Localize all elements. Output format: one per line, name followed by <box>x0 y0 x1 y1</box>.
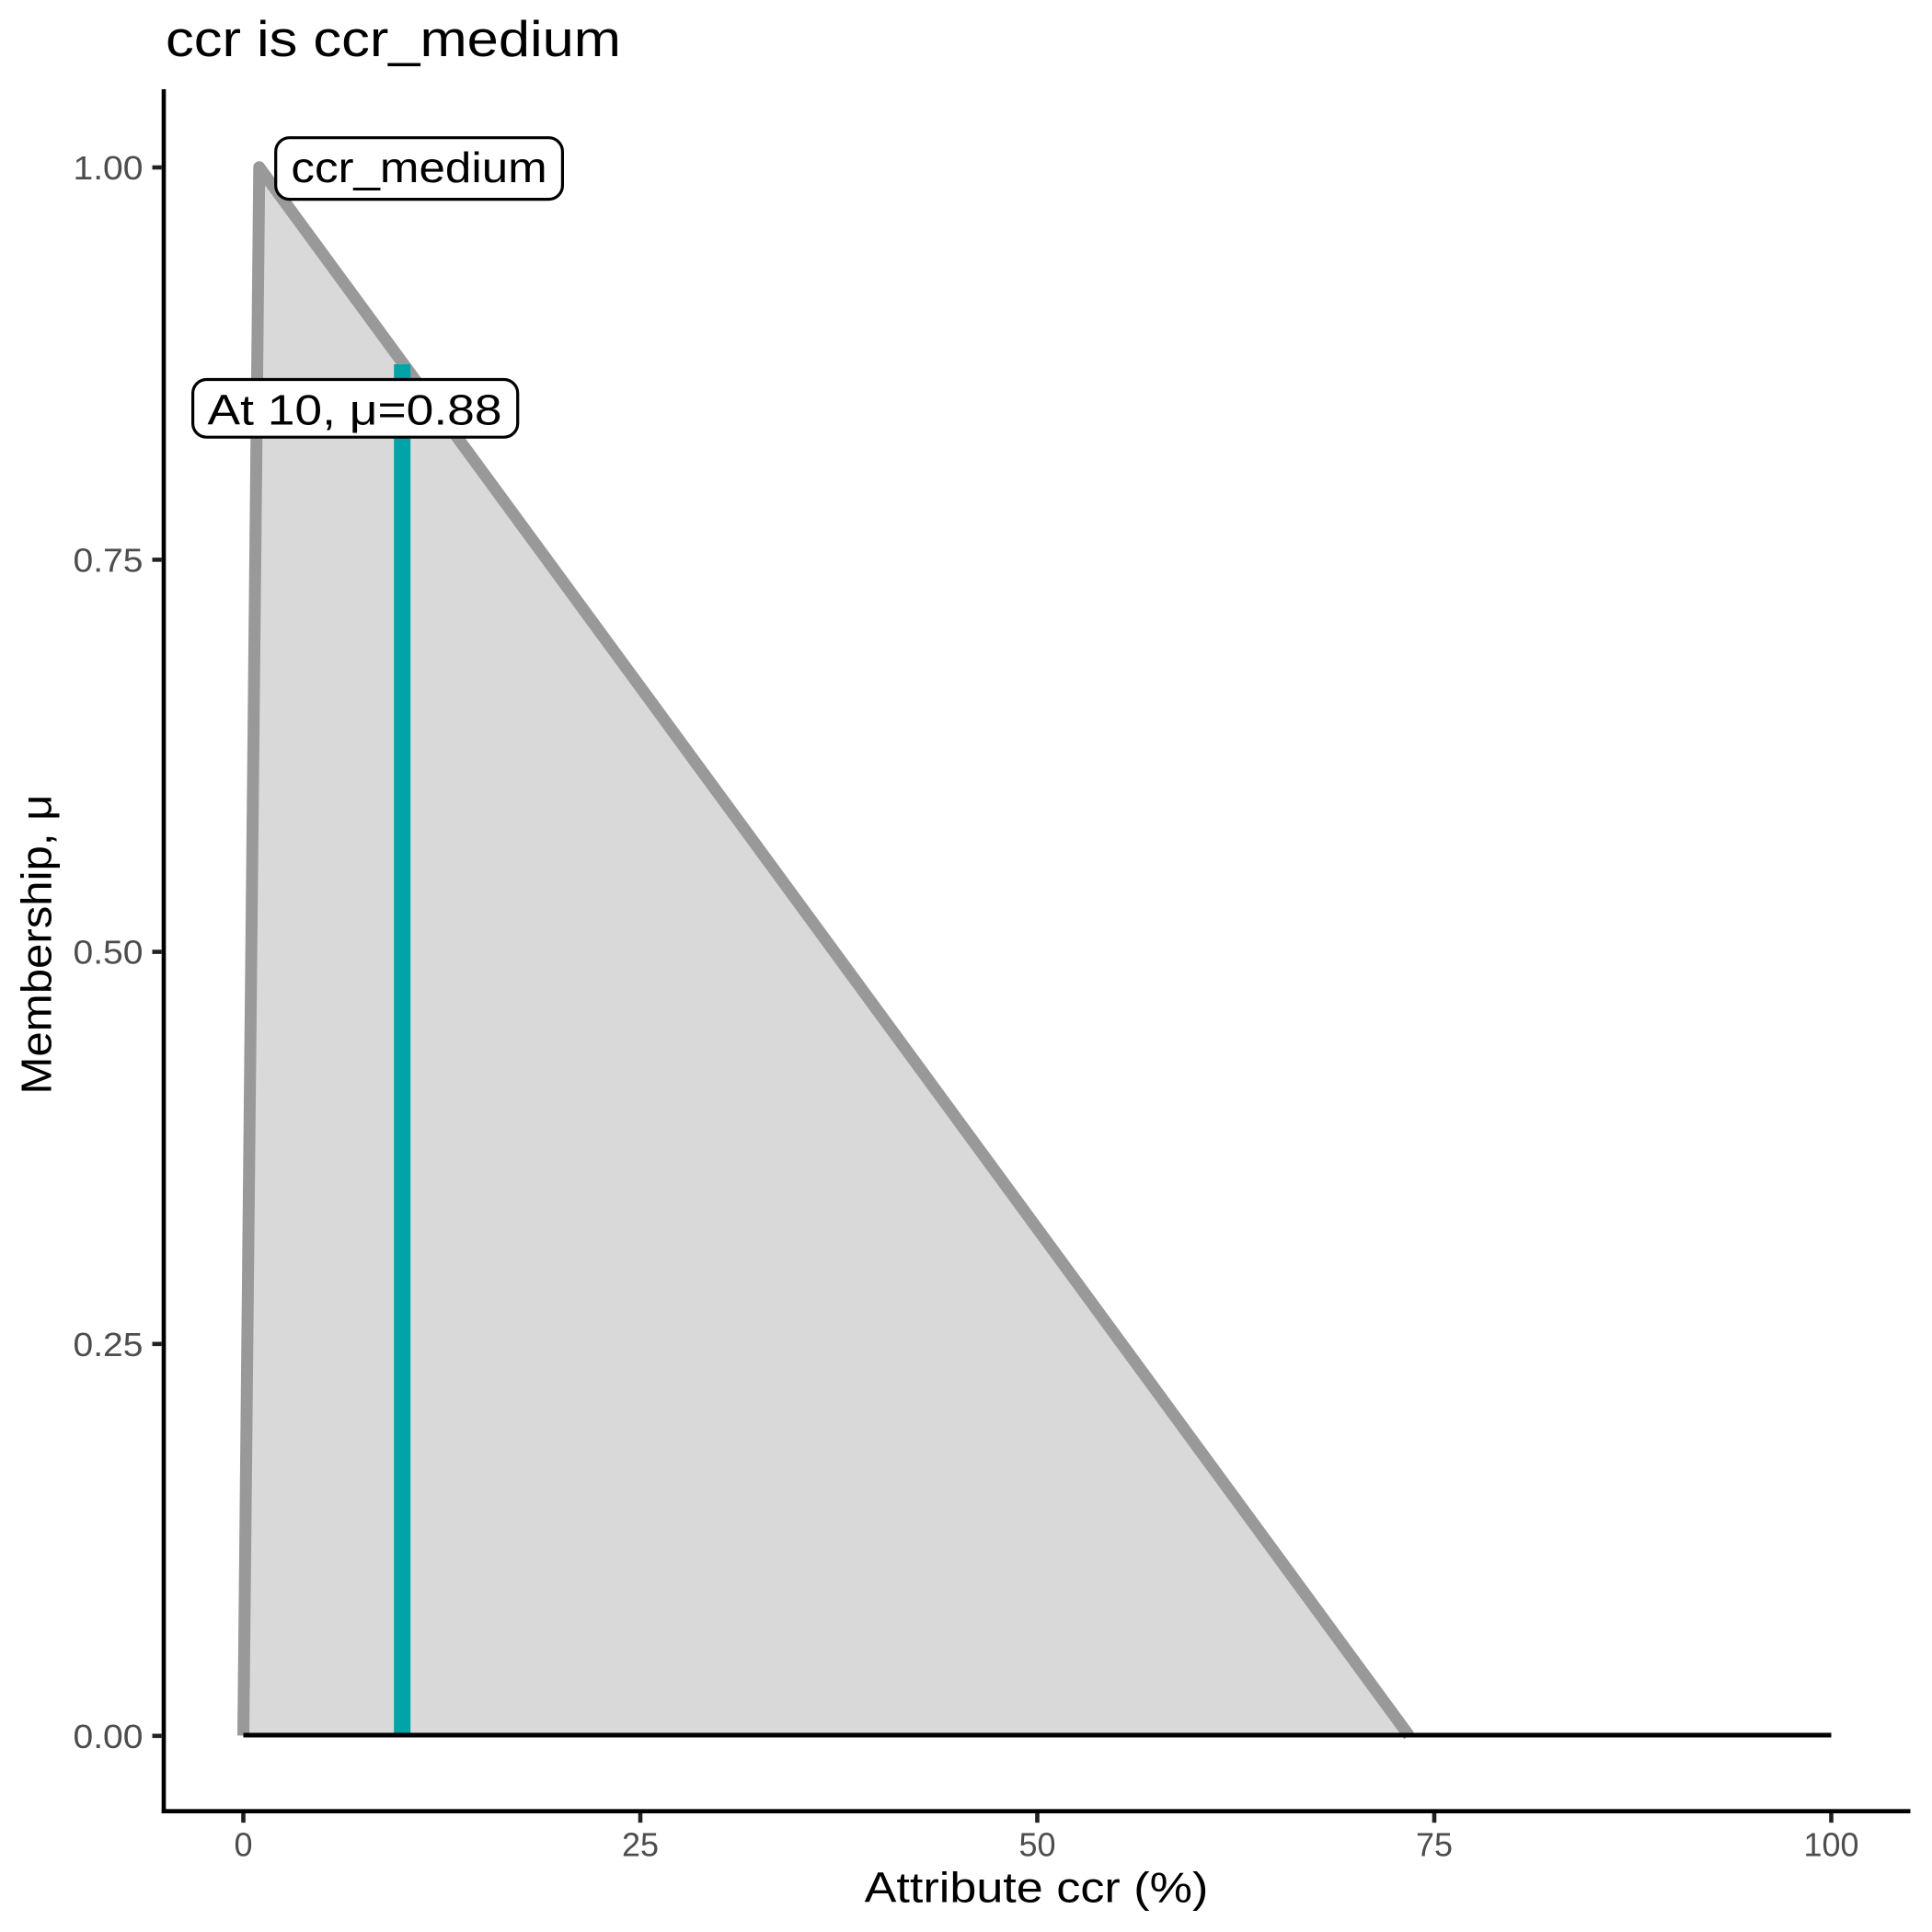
svg-text:Attribute ccr (%): Attribute ccr (%) <box>865 1863 1209 1911</box>
svg-text:ccr is ccr_medium: ccr is ccr_medium <box>166 10 621 67</box>
svg-text:Membership, μ: Membership, μ <box>13 795 61 1095</box>
svg-text:1.00: 1.00 <box>74 149 144 187</box>
svg-text:ccr_medium: ccr_medium <box>291 144 546 191</box>
svg-text:0.75: 0.75 <box>74 542 144 580</box>
svg-text:75: 75 <box>1416 1825 1453 1863</box>
svg-text:0: 0 <box>234 1825 252 1863</box>
svg-text:0.00: 0.00 <box>74 1718 144 1755</box>
svg-text:At 10, μ=0.88: At 10, μ=0.88 <box>208 386 502 434</box>
svg-text:50: 50 <box>1018 1825 1055 1863</box>
svg-text:0.50: 0.50 <box>74 934 144 972</box>
svg-text:25: 25 <box>622 1825 659 1863</box>
svg-text:100: 100 <box>1803 1825 1858 1863</box>
svg-text:0.25: 0.25 <box>74 1326 144 1363</box>
